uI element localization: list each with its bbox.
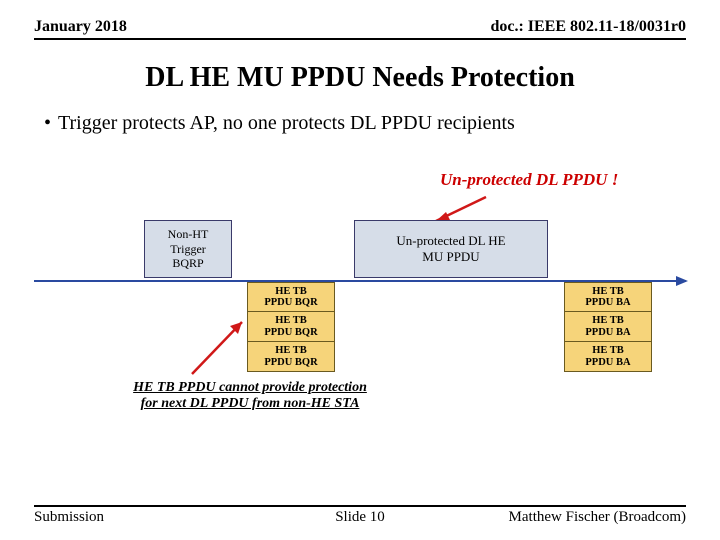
box-bqr: HE TB PPDU BQR <box>247 282 335 312</box>
footer: Submission Matthew Fischer (Broadcom) Sl… <box>34 505 686 526</box>
header-date: January 2018 <box>34 18 127 36</box>
slide: January 2018 doc.: IEEE 802.11-18/0031r0… <box>0 0 720 540</box>
header-docid: doc.: IEEE 802.11-18/0031r0 <box>490 18 686 36</box>
box-trigger-label: Non-HT Trigger BQRP <box>168 227 209 270</box>
slide-title: DL HE MU PPDU Needs Protection <box>34 62 686 94</box>
bullet-list: • Trigger protects AP, no one protects D… <box>34 112 686 135</box>
annotation-hetb: HE TB PPDU cannot provide protection for… <box>128 380 372 412</box>
bullet-item: • Trigger protects AP, no one protects D… <box>44 112 686 135</box>
box-dlppdu: Un-protected DL HE MU PPDU <box>354 220 548 278</box>
box-trigger: Non-HT Trigger BQRP <box>144 220 232 278</box>
header: January 2018 doc.: IEEE 802.11-18/0031r0 <box>34 18 686 36</box>
timing-diagram: Non-HT Trigger BQRP Un-protected DL HE M… <box>34 208 686 428</box>
bullet-dot: • <box>44 112 58 135</box>
callout-unprotected: Un-protected DL PPDU ! <box>440 170 618 190</box>
box-ba: HE TB PPDU BA <box>564 342 652 372</box>
ba-column: HE TB PPDU BA HE TB PPDU BA HE TB PPDU B… <box>564 282 652 372</box>
bullet-text: Trigger protects AP, no one protects DL … <box>58 112 686 135</box>
box-bqr: HE TB PPDU BQR <box>247 342 335 372</box>
box-ba: HE TB PPDU BA <box>564 282 652 312</box>
arrow-red-to-bqr <box>184 312 254 378</box>
footer-center: Slide 10 <box>34 509 686 526</box>
footer-rule <box>34 505 686 507</box>
box-dlppdu-label: Un-protected DL HE MU PPDU <box>396 233 505 266</box>
bqr-column: HE TB PPDU BQR HE TB PPDU BQR HE TB PPDU… <box>247 282 335 372</box>
header-rule <box>34 38 686 40</box>
box-bqr: HE TB PPDU BQR <box>247 312 335 342</box>
box-ba: HE TB PPDU BA <box>564 312 652 342</box>
